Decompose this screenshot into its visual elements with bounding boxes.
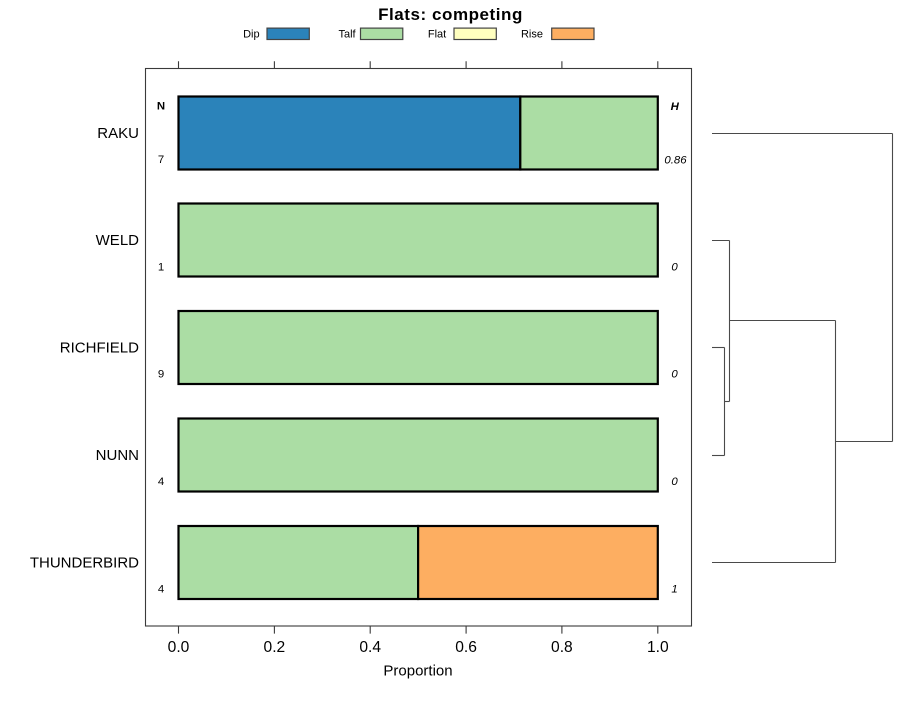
svg-text:4: 4 <box>158 476 164 488</box>
svg-text:0: 0 <box>671 261 678 273</box>
svg-text:0.6: 0.6 <box>455 639 477 656</box>
svg-text:0.4: 0.4 <box>359 639 381 656</box>
svg-text:0: 0 <box>671 476 678 488</box>
svg-text:9: 9 <box>158 368 164 380</box>
svg-text:1.0: 1.0 <box>647 639 669 656</box>
svg-text:Talf: Talf <box>338 29 356 41</box>
svg-text:0.0: 0.0 <box>168 639 190 656</box>
svg-text:1: 1 <box>671 583 677 595</box>
svg-text:Rise: Rise <box>521 29 543 41</box>
svg-text:WELD: WELD <box>96 232 140 249</box>
svg-text:NUNN: NUNN <box>96 447 139 464</box>
svg-text:THUNDERBIRD: THUNDERBIRD <box>30 555 139 572</box>
svg-text:Proportion: Proportion <box>383 663 452 680</box>
svg-text:Flat: Flat <box>428 29 446 41</box>
svg-text:0: 0 <box>671 368 678 380</box>
svg-text:RICHFIELD: RICHFIELD <box>60 340 139 357</box>
svg-text:RAKU: RAKU <box>97 125 139 142</box>
svg-text:0.2: 0.2 <box>264 639 286 656</box>
svg-text:0.8: 0.8 <box>551 639 573 656</box>
svg-text:0.86: 0.86 <box>664 154 687 166</box>
svg-text:Flats: competing: Flats: competing <box>378 5 523 24</box>
svg-text:H: H <box>671 101 680 113</box>
svg-text:Dip: Dip <box>243 29 260 41</box>
svg-text:1: 1 <box>158 261 164 273</box>
svg-text:4: 4 <box>158 583 164 595</box>
svg-text:N: N <box>157 100 165 112</box>
svg-text:7: 7 <box>158 154 164 166</box>
